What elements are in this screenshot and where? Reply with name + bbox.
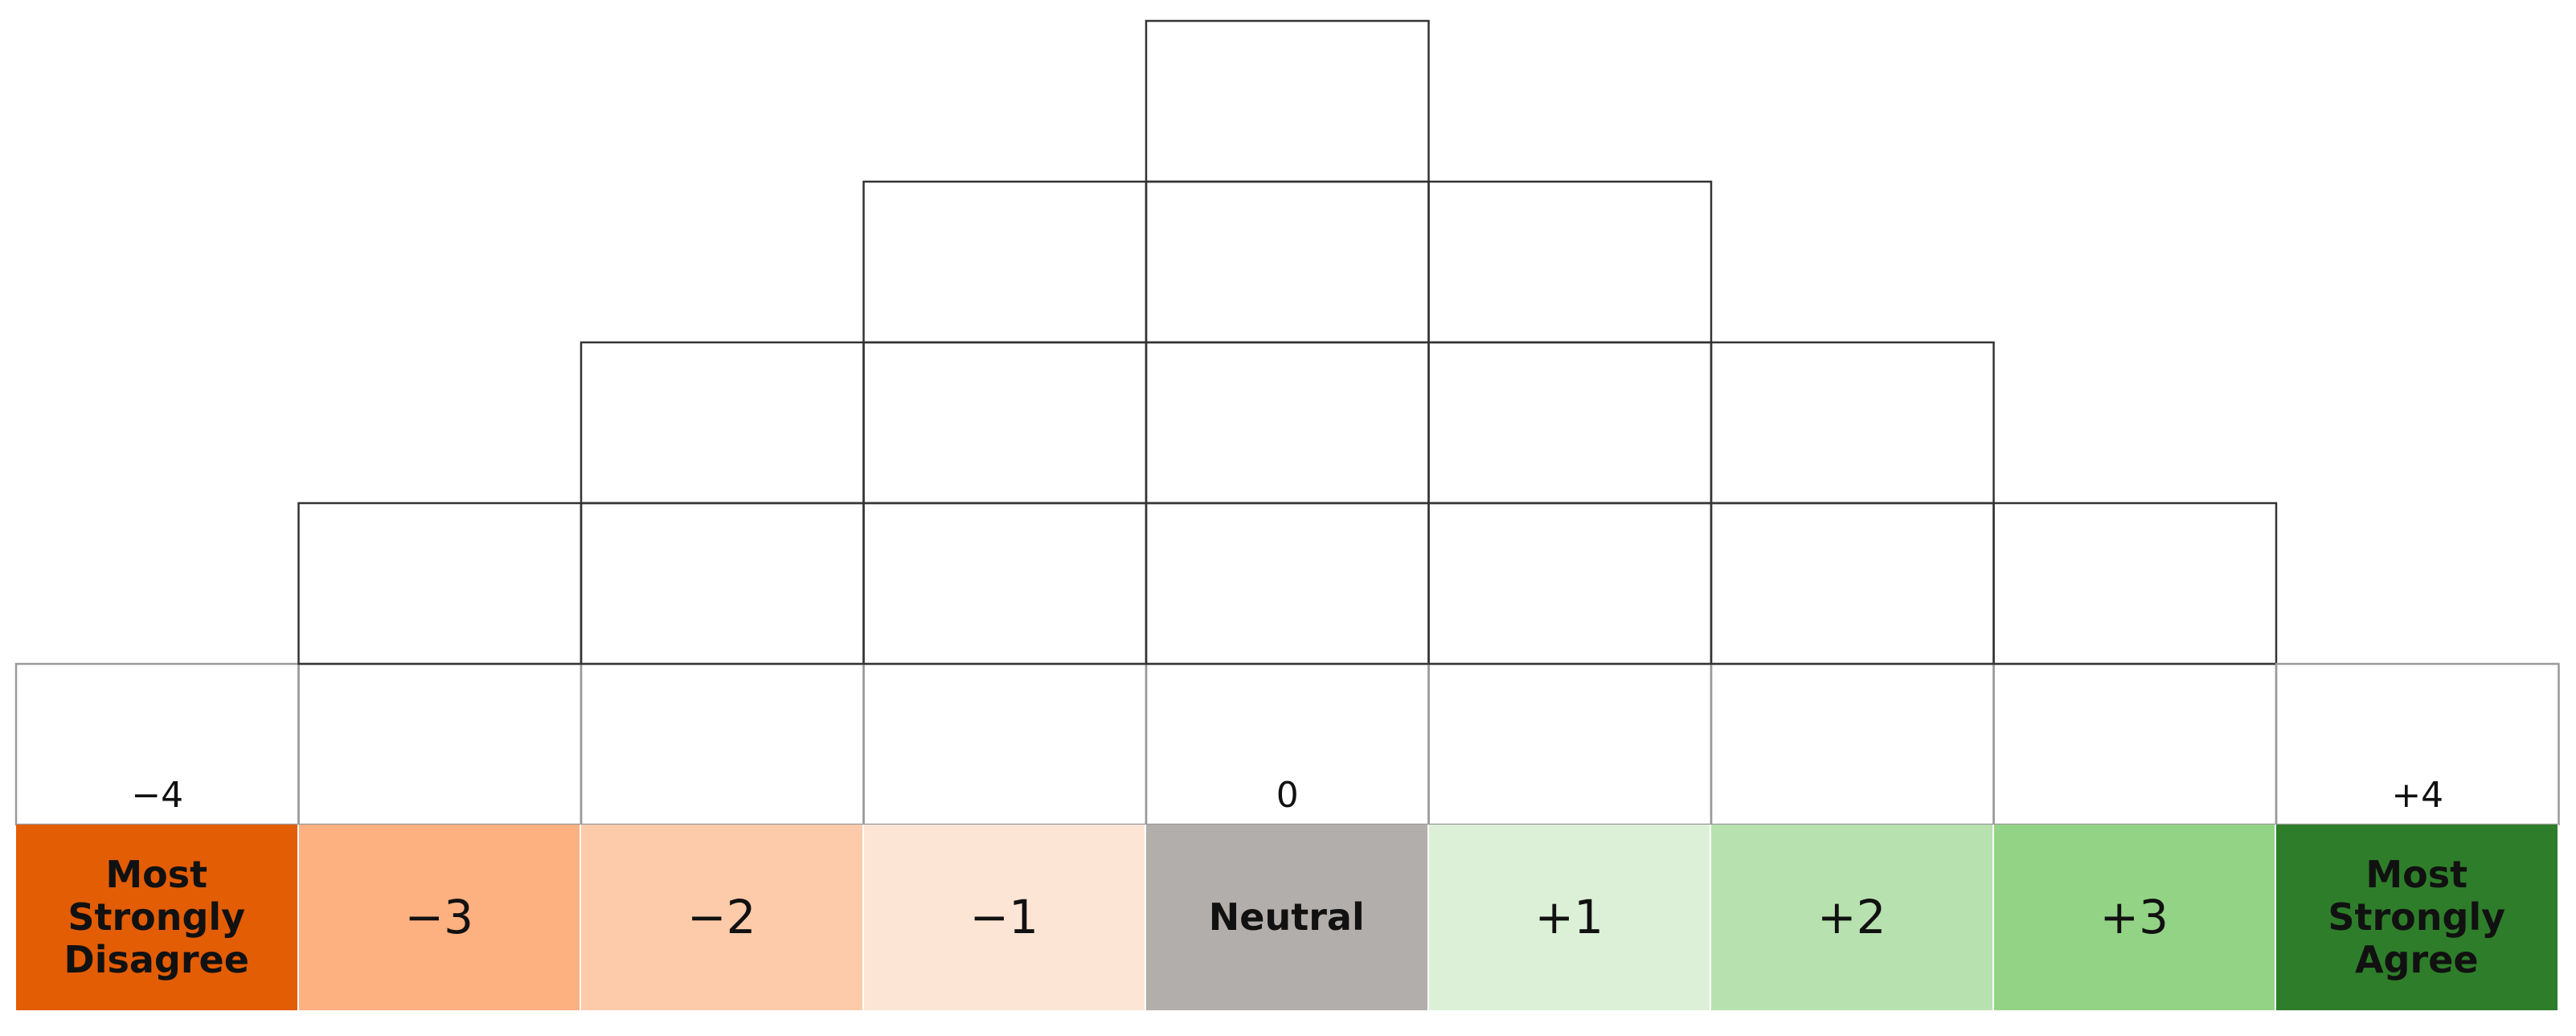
slot-cell [862, 662, 1148, 826]
slot-cell [1710, 662, 1995, 826]
slot-cell [1145, 341, 1430, 505]
slot-cell [862, 502, 1148, 665]
slot-cell [1427, 662, 1713, 826]
slot-cell [1145, 502, 1430, 665]
label-box: −1 [863, 825, 1146, 1010]
scale-marker: +4 [2391, 775, 2443, 816]
label-box: +3 [1993, 825, 2276, 1010]
slot-cell [579, 662, 865, 826]
slot-cell [1145, 180, 1430, 344]
label-box: +2 [1711, 825, 1994, 1010]
label-box: Neutral [1146, 825, 1429, 1010]
slot-cell [297, 502, 583, 665]
label-box: +1 [1428, 825, 1711, 1010]
slot-cell [1992, 502, 2278, 665]
slot-cell [862, 180, 1148, 344]
slot-cell [579, 341, 865, 505]
slot-cell [1145, 19, 1430, 183]
slot-cell [1710, 502, 1995, 665]
scale-marker: 0 [1276, 775, 1299, 816]
label-box: Most Strongly Agree [2276, 825, 2559, 1010]
slot-cell [297, 662, 583, 826]
slot-cell [862, 341, 1148, 505]
label-box: −3 [298, 825, 581, 1010]
slot-cell [1427, 341, 1713, 505]
slot-cell [1710, 341, 1995, 505]
slot-cell [1427, 502, 1713, 665]
label-box: −2 [581, 825, 864, 1010]
label-box: Most Strongly Disagree [16, 825, 299, 1010]
slot-cell [1427, 180, 1713, 344]
scale-marker: −4 [131, 775, 183, 816]
slot-cell [579, 502, 865, 665]
slot-cell [1992, 662, 2278, 826]
